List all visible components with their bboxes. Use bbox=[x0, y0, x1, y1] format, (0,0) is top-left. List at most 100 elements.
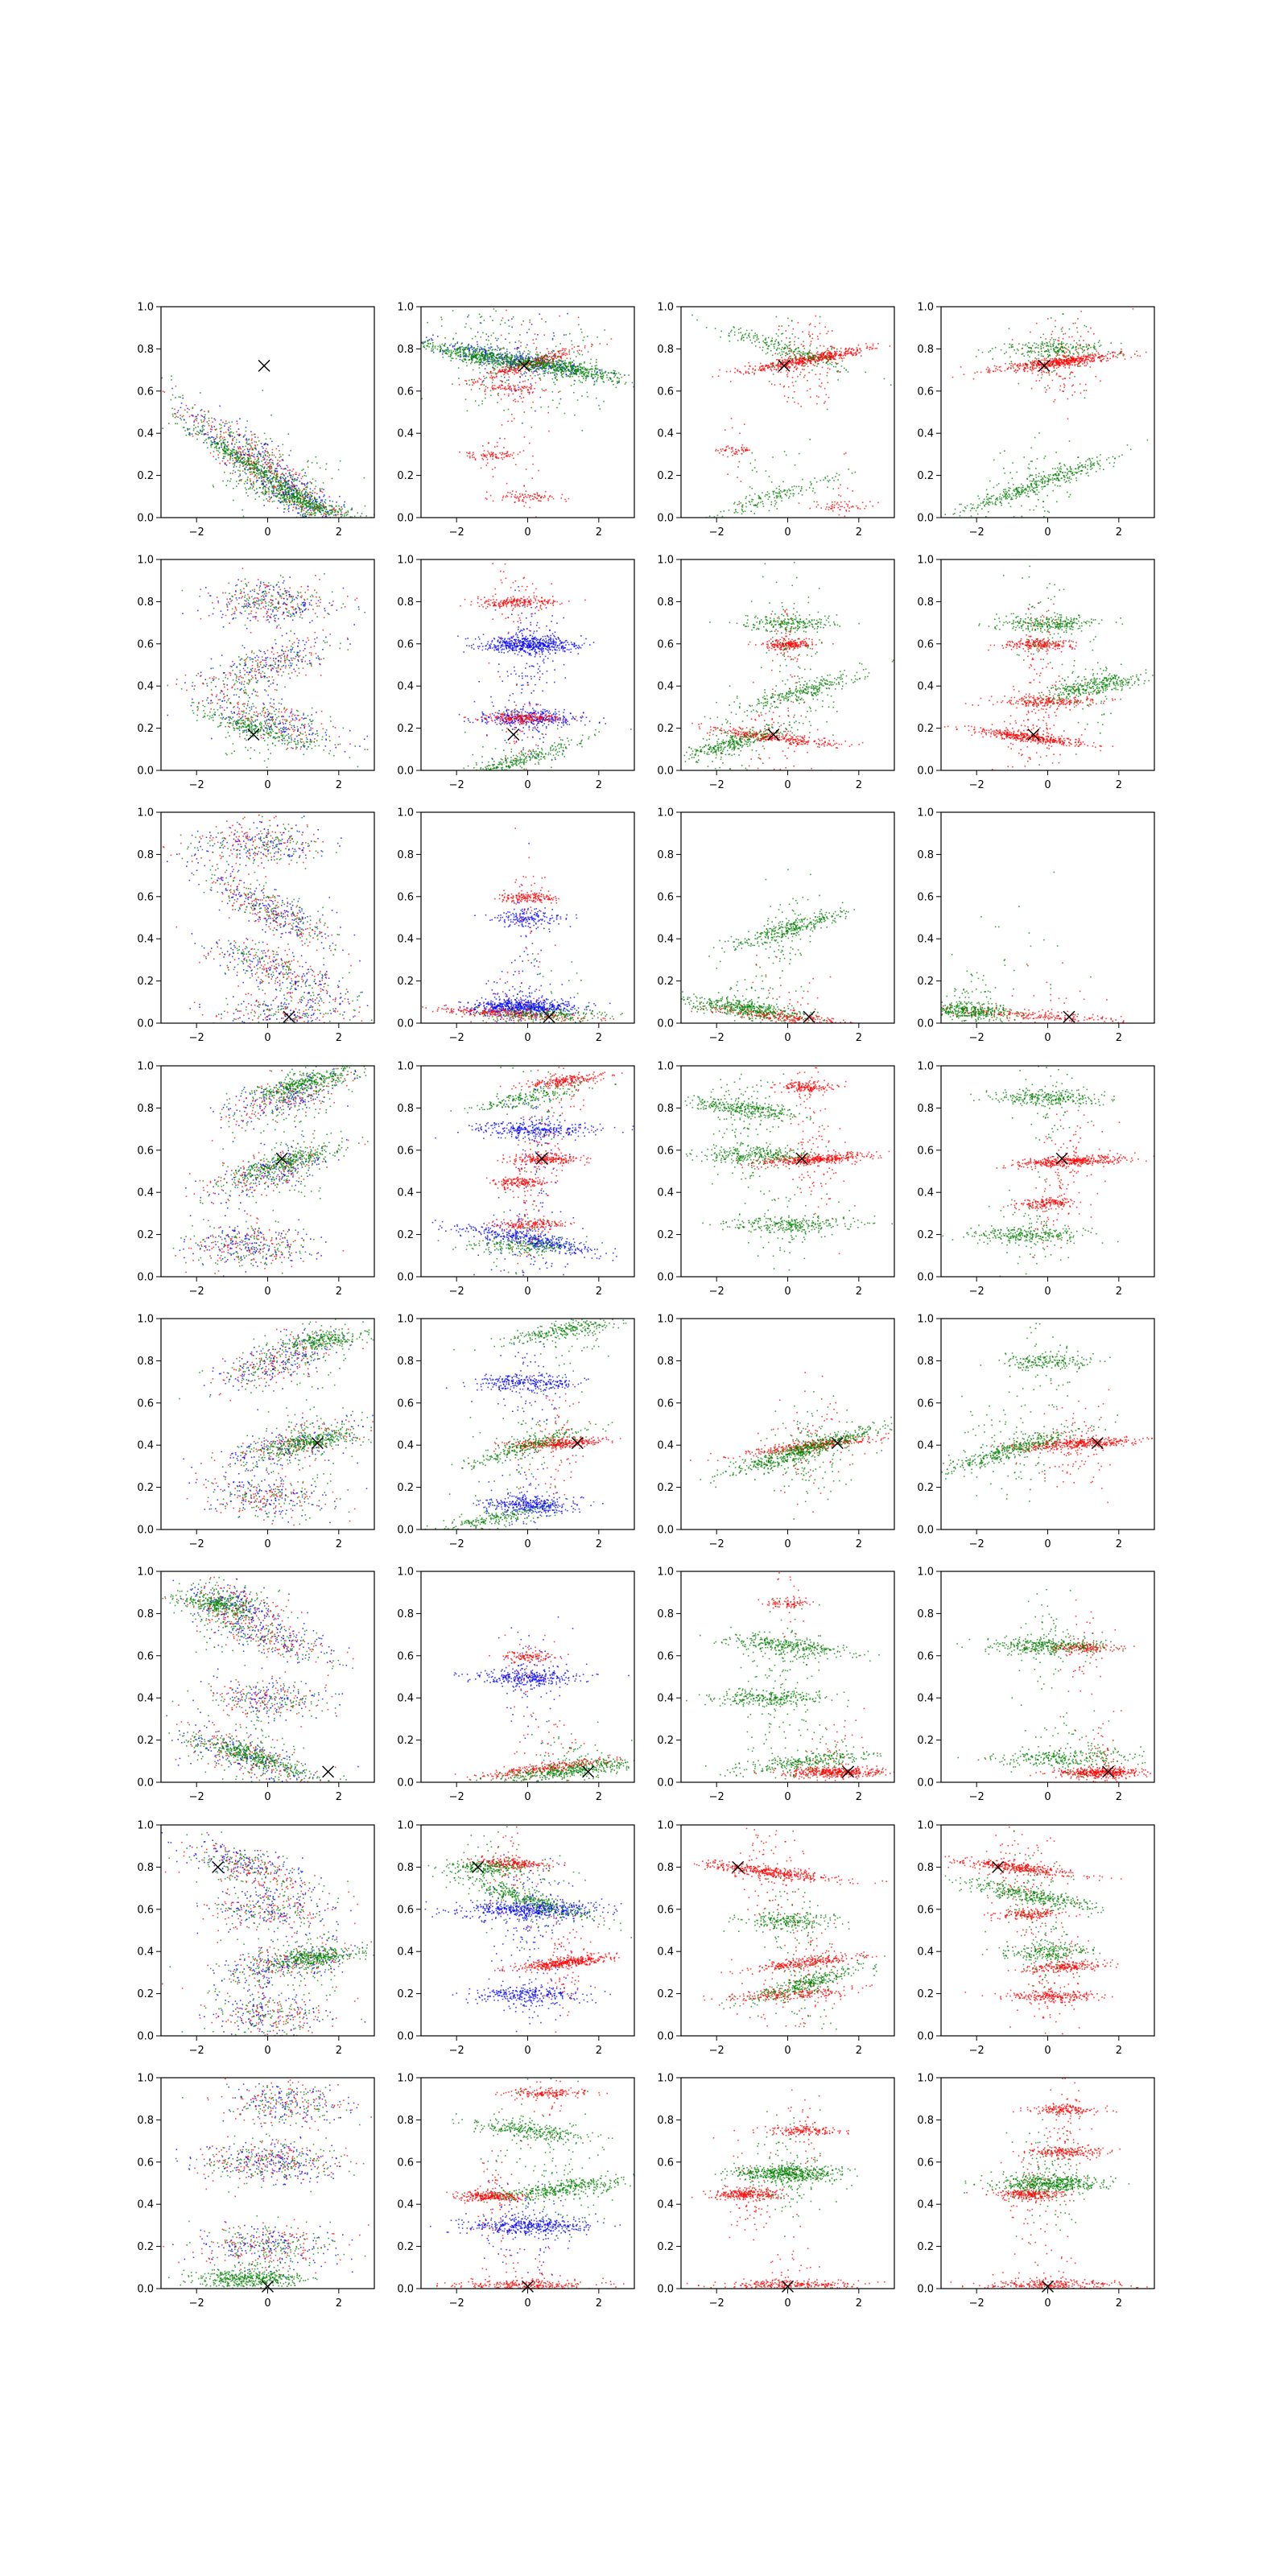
scatter-point bbox=[283, 500, 285, 502]
scatter-point bbox=[213, 436, 215, 439]
scatter-point bbox=[292, 495, 294, 497]
scatter-point bbox=[287, 505, 290, 507]
scatter-point bbox=[307, 510, 308, 511]
scatter-point bbox=[296, 478, 298, 481]
scatter-point bbox=[327, 512, 329, 514]
scatter-point bbox=[523, 373, 525, 374]
scatter-point bbox=[495, 376, 497, 378]
scatter-point bbox=[225, 451, 226, 453]
scatter-point bbox=[441, 353, 444, 355]
scatter-point bbox=[503, 394, 506, 395]
scatter-point bbox=[838, 494, 840, 496]
scatter-point bbox=[464, 326, 466, 328]
scatter-point bbox=[530, 324, 533, 325]
scatter-point bbox=[517, 365, 518, 366]
scatter-point bbox=[229, 436, 231, 438]
scatter-point bbox=[504, 382, 506, 383]
scatter-point bbox=[580, 363, 582, 365]
scatter-point bbox=[765, 342, 766, 345]
scatter-point bbox=[815, 352, 818, 354]
scatter-point bbox=[752, 368, 754, 369]
scatter-point bbox=[795, 357, 797, 359]
scatter-point bbox=[481, 454, 482, 456]
scatter-point bbox=[310, 510, 312, 511]
scatter-point bbox=[256, 469, 258, 472]
scatter-point bbox=[545, 321, 547, 323]
scatter-point bbox=[481, 353, 483, 355]
scatter-point bbox=[361, 513, 363, 514]
scatter-point bbox=[770, 363, 772, 365]
scatter-point bbox=[549, 367, 551, 369]
scatter-point bbox=[315, 501, 316, 502]
scatter-point bbox=[628, 374, 630, 376]
scatter-point bbox=[224, 453, 225, 455]
scatter-point bbox=[503, 360, 505, 362]
scatter-point bbox=[555, 373, 558, 374]
scatter-point bbox=[444, 350, 446, 353]
scatter-point bbox=[254, 462, 256, 464]
y-tick-label: 0.6 bbox=[137, 386, 154, 398]
scatter-point bbox=[491, 362, 493, 364]
scatter-point bbox=[562, 370, 564, 372]
scatter-point bbox=[233, 432, 234, 434]
scatter-point bbox=[802, 368, 803, 370]
scatter-point bbox=[224, 445, 226, 447]
scatter-point bbox=[231, 436, 233, 437]
scatter-point bbox=[546, 356, 548, 358]
scatter-point bbox=[517, 347, 518, 349]
scatter-point bbox=[553, 369, 555, 370]
scatter-point bbox=[552, 332, 555, 334]
scatter-point bbox=[503, 409, 505, 411]
scatter-point bbox=[229, 452, 231, 454]
scatter-point bbox=[592, 344, 593, 346]
scatter-point bbox=[794, 354, 795, 356]
scatter-point bbox=[872, 506, 873, 507]
scatter-point bbox=[232, 455, 233, 456]
scatter-point bbox=[281, 500, 283, 502]
scatter-point bbox=[743, 336, 745, 338]
scatter-point bbox=[232, 448, 234, 451]
scatter-point bbox=[526, 365, 529, 368]
scatter-point bbox=[244, 469, 246, 471]
scatter-point bbox=[869, 349, 871, 351]
scatter-point bbox=[572, 375, 573, 378]
scatter-point bbox=[536, 361, 539, 363]
scatter-point bbox=[247, 459, 249, 460]
scatter-point bbox=[777, 371, 779, 373]
scatter-point bbox=[242, 458, 243, 460]
scatter-point bbox=[530, 364, 532, 366]
scatter-point bbox=[300, 498, 302, 500]
scatter-point bbox=[502, 363, 505, 365]
scatter-point bbox=[492, 349, 494, 351]
scatter-point bbox=[737, 466, 739, 468]
scatter-point bbox=[219, 437, 221, 440]
scatter-point bbox=[237, 469, 239, 472]
scatter-point bbox=[851, 353, 853, 355]
scatter-point bbox=[213, 447, 216, 448]
scatter-point bbox=[170, 398, 172, 401]
scatter-point bbox=[174, 413, 175, 415]
scatter-point bbox=[491, 377, 493, 378]
scatter-point bbox=[268, 488, 270, 490]
scatter-point bbox=[264, 476, 266, 477]
scatter-point bbox=[307, 502, 309, 504]
scatter-point bbox=[596, 365, 597, 366]
scatter-point bbox=[782, 353, 783, 355]
scatter-point bbox=[257, 480, 258, 481]
scatter-point bbox=[587, 375, 588, 377]
scatter-point bbox=[812, 355, 815, 357]
scatter-point bbox=[214, 443, 216, 445]
scatter-point bbox=[532, 391, 534, 393]
scatter-point bbox=[180, 402, 183, 404]
scatter-point bbox=[852, 505, 854, 507]
scatter-point bbox=[791, 351, 792, 353]
scatter-point bbox=[452, 338, 454, 341]
scatter-point bbox=[274, 477, 275, 479]
scatter-point bbox=[507, 359, 509, 361]
scatter-point bbox=[525, 360, 526, 361]
scatter-point bbox=[568, 353, 571, 355]
scatter-point bbox=[506, 388, 508, 390]
scatter-point bbox=[815, 361, 816, 363]
scatter-point bbox=[249, 444, 251, 446]
scatter-point bbox=[217, 454, 220, 456]
